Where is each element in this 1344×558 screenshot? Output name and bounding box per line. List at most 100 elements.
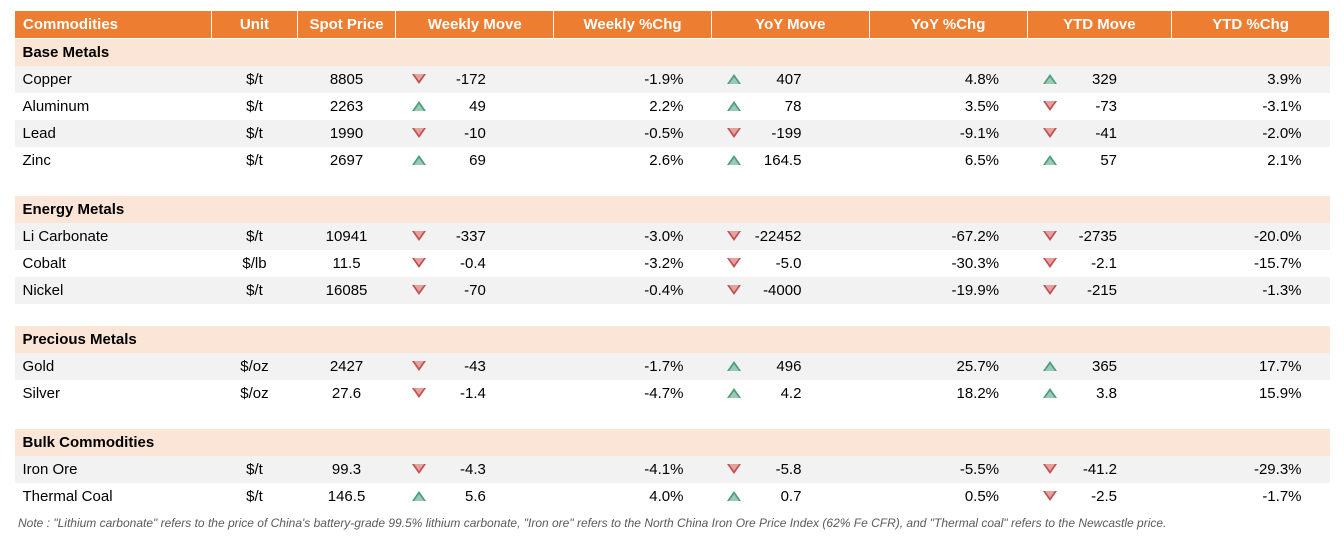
down-arrow-icon [1043, 101, 1057, 111]
header-ytd-move: YTD Move [1027, 11, 1172, 39]
yoy-pct-cell: 18.2% [869, 380, 1027, 407]
weekly-pct-cell: -1.7% [554, 353, 712, 380]
yoy-move-cell: -4000 [711, 277, 869, 304]
down-arrow-icon [727, 285, 741, 295]
header-yoy-move: YoY Move [711, 11, 869, 39]
ytd-move-cell-value: -73 [1067, 98, 1117, 115]
weekly-move-cell-value: 69 [436, 152, 486, 169]
table-row: Copper$/t8805-172-1.9%4074.8%3293.9% [15, 66, 1330, 93]
up-arrow-icon [1043, 155, 1057, 165]
ytd-pct-cell: -2.0% [1172, 120, 1330, 147]
ytd-move-cell-value: 365 [1067, 358, 1117, 375]
down-arrow-icon [727, 128, 741, 138]
weekly-move-cell: -43 [396, 353, 554, 380]
section-spacer [15, 304, 1330, 326]
header-spot: Spot Price [297, 11, 396, 39]
table-row: Li Carbonate$/t10941-337-3.0%-22452-67.2… [15, 223, 1330, 250]
yoy-move-cell: 0.7 [711, 483, 869, 510]
yoy-pct-cell: 0.5% [869, 483, 1027, 510]
header-weekly-pct: Weekly %Chg [554, 11, 712, 39]
weekly-pct-cell: -4.7% [554, 380, 712, 407]
section-spacer [15, 407, 1330, 429]
weekly-move-cell: 69 [396, 147, 554, 174]
header-yoy-pct: YoY %Chg [869, 11, 1027, 39]
unit-cell: $/t [212, 223, 297, 250]
ytd-pct-cell: -15.7% [1172, 250, 1330, 277]
yoy-pct-cell: 25.7% [869, 353, 1027, 380]
section-title: Bulk Commodities [15, 429, 1330, 456]
section-title: Precious Metals [15, 326, 1330, 353]
weekly-move-cell: -4.3 [396, 456, 554, 483]
yoy-move-cell-value: 4.2 [751, 385, 801, 402]
yoy-pct-cell: -67.2% [869, 223, 1027, 250]
down-arrow-icon [412, 74, 426, 84]
yoy-pct-cell: -19.9% [869, 277, 1027, 304]
weekly-move-cell-value: -337 [436, 228, 486, 245]
yoy-move-cell-value: -5.0 [751, 255, 801, 272]
table-row: Thermal Coal$/t146.55.64.0%0.70.5%-2.5-1… [15, 483, 1330, 510]
spot-price-cell: 2427 [297, 353, 396, 380]
weekly-move-cell: -0.4 [396, 250, 554, 277]
ytd-move-cell: 57 [1027, 147, 1172, 174]
commodity-name: Lead [15, 120, 212, 147]
spot-price-cell: 99.3 [297, 456, 396, 483]
ytd-move-cell: -215 [1027, 277, 1172, 304]
down-arrow-icon [412, 231, 426, 241]
weekly-move-cell-value: 5.6 [436, 488, 486, 505]
section-title: Energy Metals [15, 196, 1330, 223]
down-arrow-icon [412, 258, 426, 268]
ytd-move-cell-value: -215 [1067, 282, 1117, 299]
commodity-name: Thermal Coal [15, 483, 212, 510]
yoy-move-cell: -5.8 [711, 456, 869, 483]
unit-cell: $/t [212, 277, 297, 304]
weekly-move-cell-value: -0.4 [436, 255, 486, 272]
header-unit: Unit [212, 11, 297, 39]
ytd-pct-cell: -1.7% [1172, 483, 1330, 510]
ytd-pct-cell: -29.3% [1172, 456, 1330, 483]
ytd-pct-cell: -3.1% [1172, 93, 1330, 120]
weekly-pct-cell: -1.9% [554, 66, 712, 93]
up-arrow-icon [727, 491, 741, 501]
table-row: Lead$/t1990-10-0.5%-199-9.1%-41-2.0% [15, 120, 1330, 147]
header-weekly-move: Weekly Move [396, 11, 554, 39]
spot-price-cell: 16085 [297, 277, 396, 304]
table-row: Zinc$/t2697692.6%164.56.5%572.1% [15, 147, 1330, 174]
down-arrow-icon [727, 258, 741, 268]
ytd-pct-cell: -20.0% [1172, 223, 1330, 250]
up-arrow-icon [1043, 74, 1057, 84]
commodity-name: Zinc [15, 147, 212, 174]
yoy-move-cell: -5.0 [711, 250, 869, 277]
ytd-move-cell: 329 [1027, 66, 1172, 93]
weekly-pct-cell: -3.0% [554, 223, 712, 250]
ytd-move-cell-value: 329 [1067, 71, 1117, 88]
section-header: Bulk Commodities [15, 429, 1330, 456]
table-row: Iron Ore$/t99.3-4.3-4.1%-5.8-5.5%-41.2-2… [15, 456, 1330, 483]
unit-cell: $/t [212, 147, 297, 174]
down-arrow-icon [412, 388, 426, 398]
weekly-pct-cell: -0.4% [554, 277, 712, 304]
ytd-move-cell: -2.5 [1027, 483, 1172, 510]
commodity-name: Cobalt [15, 250, 212, 277]
down-arrow-icon [412, 285, 426, 295]
ytd-move-cell-value: -2735 [1067, 228, 1117, 245]
yoy-move-cell: 496 [711, 353, 869, 380]
yoy-move-cell-value: 496 [751, 358, 801, 375]
down-arrow-icon [1043, 231, 1057, 241]
ytd-move-cell: -41 [1027, 120, 1172, 147]
weekly-pct-cell: -4.1% [554, 456, 712, 483]
ytd-move-cell: -41.2 [1027, 456, 1172, 483]
table-row: Silver$/oz27.6-1.4-4.7%4.218.2%3.815.9% [15, 380, 1330, 407]
unit-cell: $/t [212, 93, 297, 120]
table-row: Gold$/oz2427-43-1.7%49625.7%36517.7% [15, 353, 1330, 380]
weekly-pct-cell: -3.2% [554, 250, 712, 277]
yoy-move-cell-value: 78 [751, 98, 801, 115]
header-ytd-pct: YTD %Chg [1172, 11, 1330, 39]
unit-cell: $/t [212, 66, 297, 93]
weekly-move-cell: 5.6 [396, 483, 554, 510]
up-arrow-icon [412, 491, 426, 501]
up-arrow-icon [727, 101, 741, 111]
commodity-name: Aluminum [15, 93, 212, 120]
section-title: Base Metals [15, 39, 1330, 66]
weekly-move-cell-value: -43 [436, 358, 486, 375]
weekly-move-cell: -1.4 [396, 380, 554, 407]
